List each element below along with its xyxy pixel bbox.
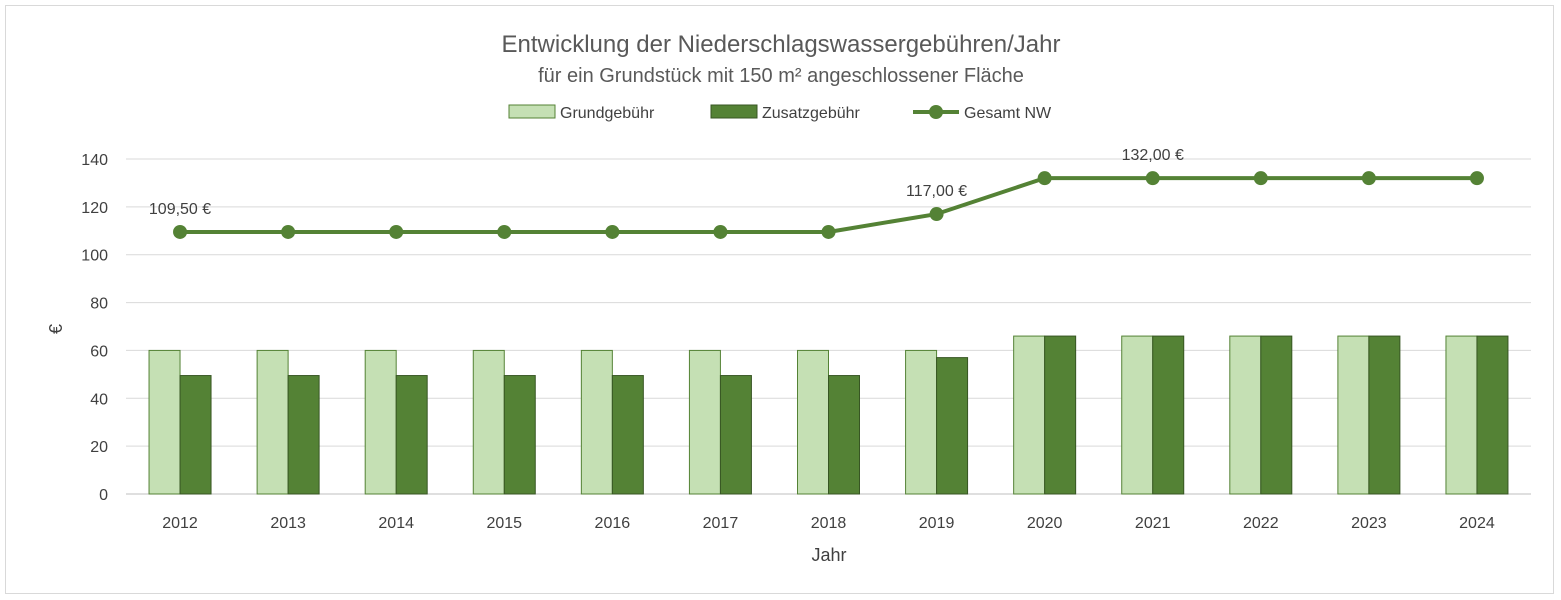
bar-grundgebühr-2020	[1013, 335, 1046, 495]
point-gesamt-nw-2012	[173, 224, 188, 239]
bar-zusatzgebühr-2014	[395, 375, 428, 495]
bar-grundgebühr-2023	[1337, 335, 1370, 495]
bar-zusatzgebühr-2019	[936, 357, 969, 495]
y-tick-label-60: 60	[90, 343, 108, 360]
bar-grundgebühr-2016	[580, 349, 613, 495]
line-gesamt-nw	[180, 176, 1477, 234]
chart-subtitle: für ein Grundstück mit 150 m² angeschlos…	[538, 65, 1024, 87]
legend: Grundgebühr Zusatzgebühr Gesamt NW	[508, 104, 1052, 122]
chart-svg: Entwicklung der Niederschlagswassergebüh…	[46, 31, 1531, 565]
y-tick-label-20: 20	[90, 439, 108, 456]
x-tick-label-2021: 2021	[1135, 515, 1171, 532]
point-gesamt-nw-2022	[1253, 171, 1268, 186]
point-gesamt-nw-2015	[497, 224, 512, 239]
point-gesamt-nw-2023	[1361, 171, 1376, 186]
point-gesamt-nw-2020	[1037, 171, 1052, 186]
y-tick-label-100: 100	[81, 248, 108, 265]
y-tick-label-40: 40	[90, 391, 108, 408]
bar-zusatzgebühr-2022	[1260, 335, 1293, 495]
y-axis-label: €	[46, 324, 66, 334]
legend-label-grundgebühr: Grundgebühr	[560, 105, 655, 122]
x-tick-label-2023: 2023	[1351, 515, 1387, 532]
point-gesamt-nw-2017	[713, 224, 728, 239]
bar-grundgebühr-2013	[256, 349, 289, 495]
legend-swatch-zusatzgebühr	[710, 104, 758, 119]
x-tick-label-2015: 2015	[486, 515, 522, 532]
bars	[148, 335, 1509, 495]
y-tick-label-80: 80	[90, 296, 108, 313]
bar-grundgebühr-2024	[1445, 335, 1478, 495]
bar-zusatzgebühr-2012	[179, 375, 212, 495]
x-tick-label-2020: 2020	[1027, 515, 1063, 532]
bar-zusatzgebühr-2023	[1368, 335, 1401, 495]
bar-grundgebühr-2012	[148, 349, 181, 495]
legend-label-gesamt-nw: Gesamt NW	[964, 105, 1052, 122]
data-label-2021: 132,00 €	[1122, 147, 1184, 164]
bar-grundgebühr-2014	[364, 349, 397, 495]
line-series	[173, 171, 1484, 239]
x-tick-label-2014: 2014	[378, 515, 414, 532]
bar-zusatzgebühr-2018	[828, 375, 860, 495]
chart-frame: Entwicklung der Niederschlagswassergebüh…	[5, 5, 1554, 594]
point-gesamt-nw-2019	[929, 207, 944, 222]
x-tick-label-2022: 2022	[1243, 515, 1279, 532]
x-tick-label-2019: 2019	[919, 515, 955, 532]
y-tick-label-120: 120	[81, 200, 108, 217]
bar-zusatzgebühr-2020	[1044, 335, 1077, 495]
data-labels: 109,50 € 117,00 € 132,00 €	[149, 147, 1184, 218]
x-axis-label: Jahr	[811, 545, 846, 565]
bar-zusatzgebühr-2016	[611, 375, 644, 495]
chart-title: Entwicklung der Niederschlagswassergebüh…	[502, 31, 1061, 58]
point-gesamt-nw-2021	[1145, 171, 1160, 186]
x-tick-label-2024: 2024	[1459, 515, 1495, 532]
bar-zusatzgebühr-2017	[719, 375, 752, 495]
bar-grundgebühr-2022	[1229, 335, 1262, 495]
x-tick-label-2016: 2016	[595, 515, 631, 532]
point-gesamt-nw-2018	[821, 224, 836, 239]
y-tick-label-0: 0	[99, 487, 108, 504]
y-axis-ticks: 0 20 40 60 80 100 120 140	[81, 152, 108, 504]
bar-grundgebühr-2015	[472, 349, 505, 495]
bar-grundgebühr-2017	[688, 349, 721, 495]
point-gesamt-nw-2024	[1469, 171, 1484, 186]
bar-grundgebühr-2019	[905, 349, 938, 495]
bar-zusatzgebühr-2021	[1152, 335, 1185, 495]
point-gesamt-nw-2016	[605, 224, 620, 239]
bar-zusatzgebühr-2015	[503, 375, 536, 495]
data-label-2012: 109,50 €	[149, 201, 211, 218]
x-axis: 2012 2013 2014 2015 2016 2017 2018 2019 2020 2021…	[162, 515, 1495, 532]
x-tick-label-2018: 2018	[811, 515, 847, 532]
x-tick-label-2012: 2012	[162, 515, 198, 532]
bar-zusatzgebühr-2013	[287, 375, 320, 495]
bar-grundgebühr-2021	[1121, 335, 1154, 495]
data-label-2019: 117,00 €	[906, 183, 967, 200]
point-gesamt-nw-2013	[281, 224, 296, 239]
bar-grundgebühr-2018	[797, 349, 829, 495]
x-tick-label-2017: 2017	[703, 515, 739, 532]
legend-label-zusatzgebühr: Zusatzgebühr	[762, 105, 861, 122]
point-gesamt-nw-2014	[389, 224, 404, 239]
x-tick-label-2013: 2013	[270, 515, 306, 532]
bar-zusatzgebühr-2024	[1476, 335, 1509, 495]
legend-swatch-marker-gesamt-nw	[929, 105, 943, 119]
legend-swatch-grundgebühr	[508, 104, 556, 119]
y-tick-label-140: 140	[81, 152, 108, 169]
